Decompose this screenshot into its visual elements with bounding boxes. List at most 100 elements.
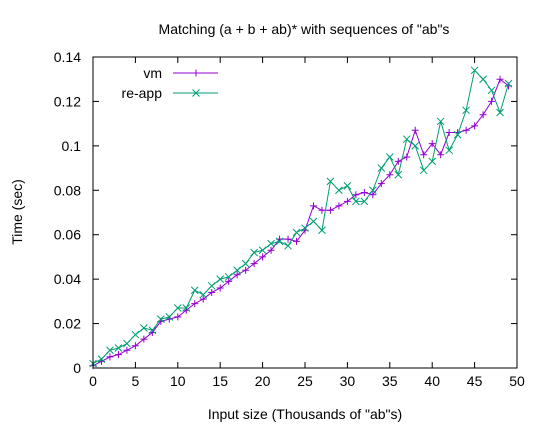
re-app-point xyxy=(275,237,284,246)
vm-point xyxy=(233,271,241,279)
re-app-point xyxy=(470,66,479,75)
vm-point xyxy=(428,140,436,148)
vm-point xyxy=(199,295,207,303)
re-app-point xyxy=(394,170,403,179)
re-app-point xyxy=(267,239,275,248)
vm-point xyxy=(191,300,199,308)
vm-point xyxy=(445,129,453,137)
re-app-point xyxy=(326,177,335,186)
re-app-point xyxy=(131,330,140,339)
y-tick-label: 0.14 xyxy=(54,49,81,65)
re-app-point xyxy=(360,197,369,206)
vm-point xyxy=(309,202,317,210)
vm-point xyxy=(140,335,148,343)
vm-point xyxy=(403,153,411,161)
re-app-point xyxy=(479,75,487,84)
re-app-point xyxy=(487,86,496,95)
series-layer xyxy=(89,66,513,370)
series-line-vm xyxy=(92,78,509,367)
re-app-point xyxy=(140,324,148,332)
vm-point xyxy=(208,288,216,296)
x-tick-label: 0 xyxy=(89,373,97,389)
re-app-point xyxy=(97,355,106,363)
vm-point xyxy=(259,253,267,261)
legend: vm re-app xyxy=(122,65,218,101)
re-app-point xyxy=(233,266,242,275)
vm-point xyxy=(377,180,385,188)
re-app-point xyxy=(190,286,199,295)
re-app-point xyxy=(402,135,411,144)
series-re-app xyxy=(89,66,513,368)
vm-point xyxy=(437,151,445,159)
vm-point xyxy=(360,189,368,197)
vm-point xyxy=(267,246,275,254)
series-vm xyxy=(89,75,513,370)
re-app-point xyxy=(156,315,165,323)
re-app-point xyxy=(106,346,114,355)
vm-point xyxy=(106,353,114,361)
vm-point xyxy=(369,191,377,199)
re-app-point xyxy=(343,181,352,190)
re-app-point xyxy=(445,146,454,155)
y-tick-label: 0.1 xyxy=(62,138,82,154)
y-axis-label: Time (sec) xyxy=(9,179,25,245)
vm-point xyxy=(471,122,479,130)
y-tick-label: 0 xyxy=(73,360,81,376)
re-app-point xyxy=(301,224,309,232)
re-app-point xyxy=(352,197,360,206)
vm-point xyxy=(284,235,292,243)
vm-point xyxy=(479,111,487,119)
re-app-point xyxy=(419,166,428,175)
legend-label: re-app xyxy=(122,85,163,101)
vm-point xyxy=(420,151,428,159)
x-tick-label: 45 xyxy=(467,373,483,389)
re-app-point xyxy=(318,226,326,235)
re-app-point xyxy=(335,186,343,195)
re-app-point xyxy=(250,248,258,257)
vm-point xyxy=(326,206,334,214)
vm-point xyxy=(293,237,301,245)
series-line-re-app xyxy=(92,69,509,365)
re-app-point xyxy=(216,275,225,283)
x-tick-label: 50 xyxy=(509,373,525,389)
vm-point xyxy=(114,351,122,359)
re-app-point xyxy=(182,304,191,312)
y-tick-label: 0.06 xyxy=(54,227,81,243)
vm-point xyxy=(394,157,402,165)
vm-point xyxy=(131,342,139,350)
vm-point xyxy=(343,197,351,205)
x-tick-label: 40 xyxy=(424,373,440,389)
re-app-point xyxy=(436,117,445,126)
re-app-point xyxy=(411,142,420,150)
vm-point xyxy=(192,69,200,77)
re-app-point xyxy=(462,106,470,115)
vm-point xyxy=(335,202,343,210)
y-tick-label: 0.04 xyxy=(54,271,81,287)
vm-point xyxy=(411,126,419,134)
vm-point xyxy=(462,126,470,134)
x-tick-label: 30 xyxy=(340,373,356,389)
vm-point xyxy=(352,191,360,199)
vm-point xyxy=(216,284,224,292)
re-app-point xyxy=(148,326,157,335)
x-axis-label: Input size (Thousands of "ab"s) xyxy=(208,406,402,422)
re-app-point xyxy=(224,273,233,281)
x-tick-label: 10 xyxy=(170,373,186,389)
re-app-point xyxy=(377,164,386,172)
chart-title: Matching (a + b + ab)* with sequences of… xyxy=(159,21,450,37)
re-app-point xyxy=(428,157,437,166)
re-app-point xyxy=(114,344,123,352)
re-app-point xyxy=(241,259,250,268)
plot-frame xyxy=(92,56,518,369)
vm-point xyxy=(386,171,394,179)
re-app-point xyxy=(123,339,131,348)
re-app-point xyxy=(165,313,174,321)
x-tick-label: 15 xyxy=(212,373,228,389)
y-tick-label: 0.12 xyxy=(54,93,81,109)
vm-point xyxy=(496,75,504,83)
vm-point xyxy=(225,277,233,285)
vm-point xyxy=(318,206,326,214)
vm-point xyxy=(123,346,131,354)
re-app-point xyxy=(309,217,318,226)
